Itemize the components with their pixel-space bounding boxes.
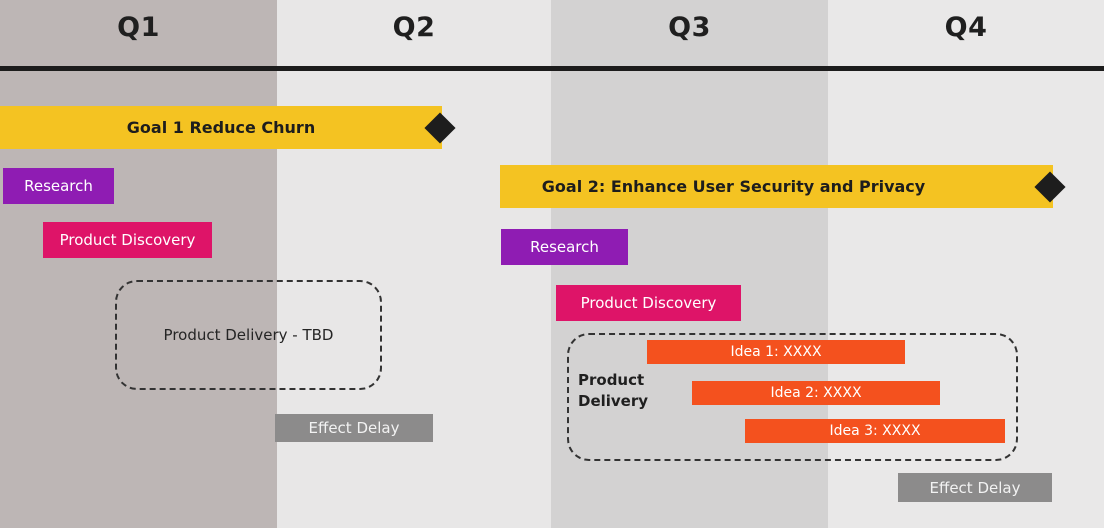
- goal2-idea1-bar: Idea 1: XXXX: [647, 340, 905, 364]
- quarter-header-q2: Q2: [392, 12, 436, 43]
- goal2-idea3-bar: Idea 3: XXXX: [745, 419, 1005, 443]
- quarter-column-q1: Q1: [0, 0, 277, 528]
- quarter-header-q4: Q4: [944, 12, 988, 43]
- goal1-product-delivery-tbd-label: Product Delivery - TBD: [163, 326, 334, 344]
- goal2-product-delivery-label: Product Delivery: [578, 371, 649, 410]
- goal1-bar: Goal 1 Reduce Churn: [0, 106, 442, 149]
- quarter-header-q1: Q1: [117, 12, 160, 43]
- goal1-product-discovery-bar: Product Discovery: [43, 222, 212, 258]
- goal2-research-bar: Research: [501, 229, 628, 265]
- timeline-divider: [0, 66, 1104, 71]
- goal1-product-delivery-tbd-box: Product Delivery - TBD: [115, 280, 382, 390]
- goal2-idea2-bar: Idea 2: XXXX: [692, 381, 940, 405]
- goal1-effect-delay-bar: Effect Delay: [275, 414, 433, 442]
- quarter-header-q3: Q3: [668, 12, 711, 43]
- goal2-bar: Goal 2: Enhance User Security and Privac…: [500, 165, 1053, 208]
- goal2-product-delivery-box: [567, 333, 1018, 461]
- goal2-product-discovery-bar: Product Discovery: [556, 285, 741, 321]
- goal1-research-bar: Research: [3, 168, 114, 204]
- goal2-effect-delay-bar: Effect Delay: [898, 473, 1052, 502]
